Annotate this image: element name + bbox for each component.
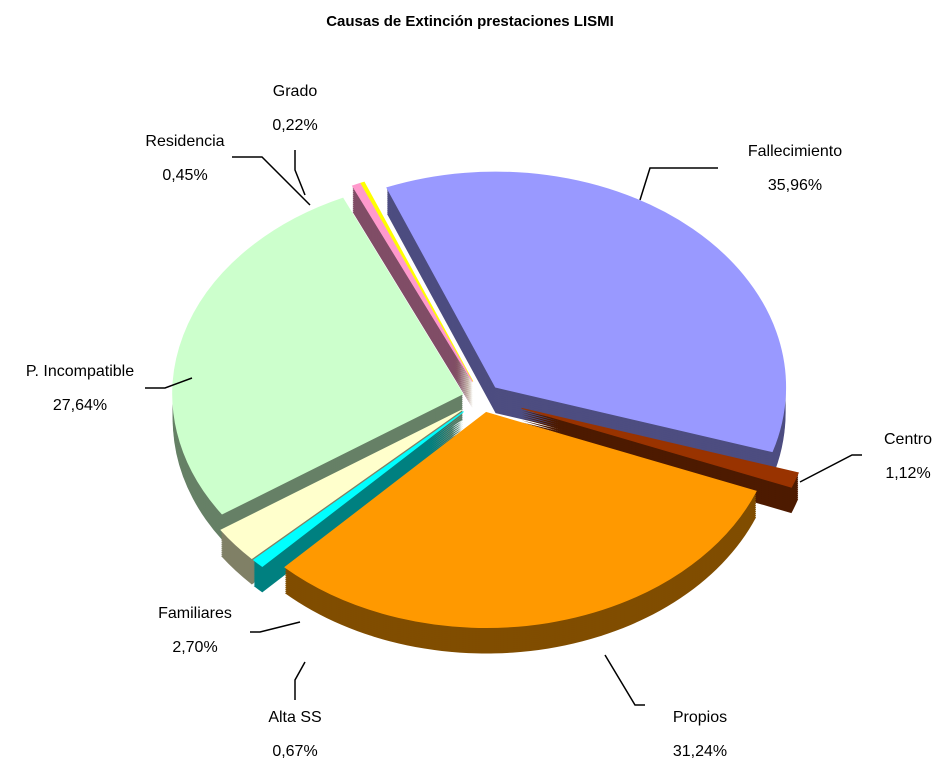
leader-line	[294, 661, 306, 700]
slice	[351, 182, 473, 382]
leader-line	[294, 150, 306, 196]
slice-side	[352, 191, 473, 390]
leader-line	[250, 621, 301, 633]
slice-value: 0,22%	[272, 117, 317, 134]
slice-label: Residencia	[145, 133, 224, 150]
chart-title: Causas de Extinción prestaciones LISMI	[326, 13, 614, 30]
slice-side	[352, 197, 473, 396]
slice-side	[352, 195, 473, 394]
slice-label: Grado	[273, 83, 318, 100]
slice-side	[352, 207, 473, 406]
slice-side	[521, 416, 799, 496]
slice-side	[352, 209, 473, 408]
slice-value: 31,24%	[673, 743, 727, 760]
slice-value: 1,12%	[885, 465, 930, 482]
slice-side	[521, 418, 799, 498]
leader-line	[639, 167, 718, 201]
slice-side	[352, 205, 473, 404]
slice-side	[352, 199, 473, 398]
slice-value: 0,67%	[272, 743, 317, 760]
leader-line	[799, 454, 862, 483]
slice	[284, 411, 757, 628]
slice-side	[352, 193, 473, 392]
slice-side	[352, 203, 473, 402]
slice	[172, 197, 464, 515]
leader-line	[232, 156, 311, 206]
slice-side	[352, 187, 473, 386]
slice-label: Centro	[884, 431, 932, 448]
slice-side	[352, 201, 473, 400]
slice-side	[521, 412, 799, 492]
slice-label: Propios	[673, 709, 727, 726]
slice	[220, 409, 463, 560]
slice-value: 0,45%	[162, 167, 207, 184]
leader-line	[145, 377, 193, 389]
slice-side	[521, 420, 799, 500]
slice-value: 2,70%	[172, 639, 217, 656]
slice-label: Alta SS	[268, 709, 321, 726]
slice-value: 27,64%	[53, 397, 107, 414]
slice-side	[352, 189, 473, 388]
slice	[252, 411, 464, 567]
slice-label: Familiares	[158, 605, 232, 622]
slice-side	[521, 422, 799, 502]
slice	[521, 407, 799, 488]
leader-line	[604, 654, 645, 706]
slice-label: P. Incompatible	[26, 363, 134, 380]
slice-side	[521, 414, 799, 494]
slice	[386, 171, 787, 453]
slice-label: Fallecimiento	[748, 143, 842, 160]
slice-value: 35,96%	[768, 177, 822, 194]
